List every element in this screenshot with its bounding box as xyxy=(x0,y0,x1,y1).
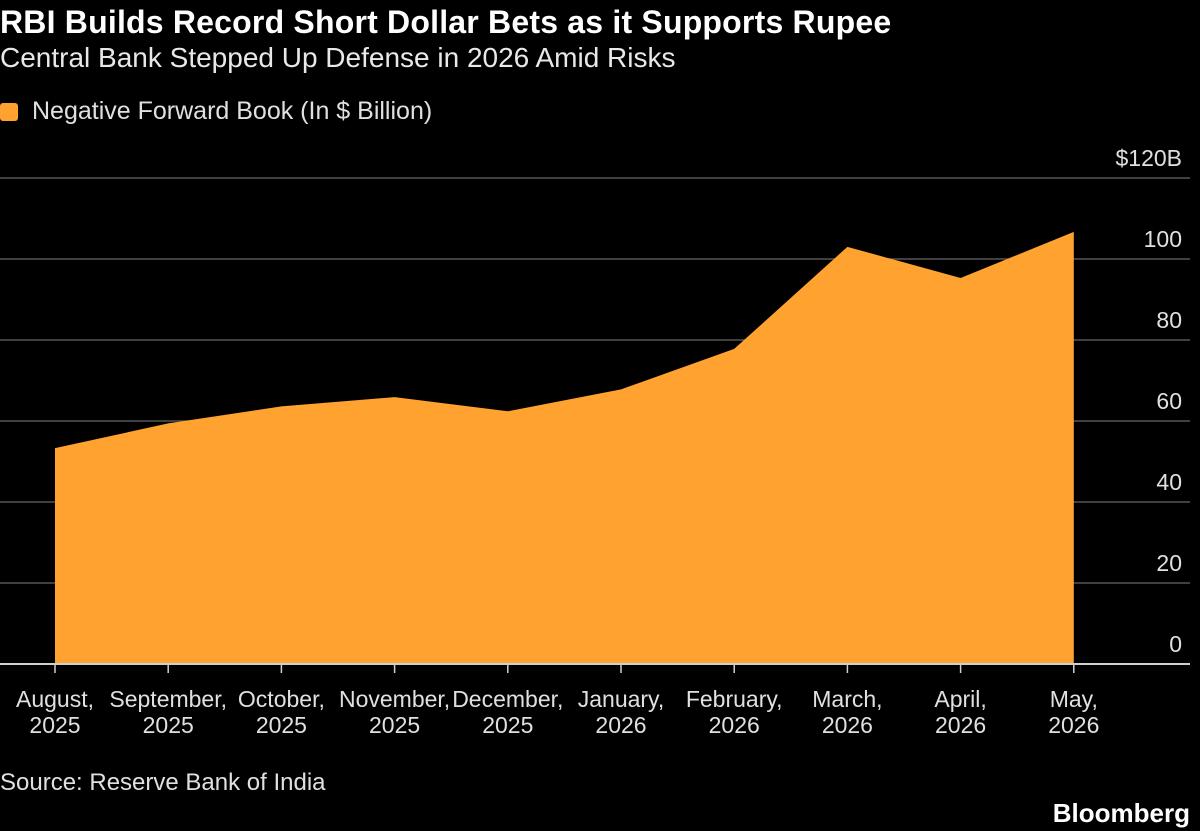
y-tick-label: 80 xyxy=(1156,307,1182,333)
chart-subtitle: Central Bank Stepped Up Defense in 2026 … xyxy=(0,42,676,73)
x-tick-label: February, 2026 xyxy=(686,686,783,738)
legend: Negative Forward Book (In $ Billion) xyxy=(0,97,432,126)
x-tick-label: August, 2025 xyxy=(16,686,94,738)
x-tick-label: January, 2026 xyxy=(578,686,665,738)
y-tick-label: $120B xyxy=(1115,145,1182,171)
x-tick-label: March, 2026 xyxy=(812,686,882,738)
x-tick-label: October, 2025 xyxy=(238,686,325,738)
area-chart: 0 20 40 60 80 100 $120B August, 2025 September, 20… xyxy=(0,145,1190,738)
y-tick-label: 60 xyxy=(1156,388,1182,414)
legend-label: Negative Forward Book (In $ Billion) xyxy=(32,97,433,125)
bloomberg-logo: Bloomberg xyxy=(1052,798,1190,828)
chart-title: RBI Builds Record Short Dollar Bets as i… xyxy=(0,4,892,40)
y-tick-label: 0 xyxy=(1169,631,1182,657)
x-tick-label: April, 2026 xyxy=(934,686,986,738)
y-tick-label: 20 xyxy=(1156,550,1182,576)
x-tick-label: May, 2026 xyxy=(1048,686,1099,738)
x-tick-label: December, 2025 xyxy=(452,686,563,738)
area-series xyxy=(55,231,1074,665)
y-tick-label: 40 xyxy=(1156,469,1182,495)
legend-swatch xyxy=(0,102,18,121)
x-tick-label: November, 2025 xyxy=(339,686,450,738)
y-tick-label: 100 xyxy=(1144,226,1182,252)
source-note: Source: Reserve Bank of India xyxy=(0,769,326,796)
x-tick-label: September, 2025 xyxy=(109,686,227,738)
